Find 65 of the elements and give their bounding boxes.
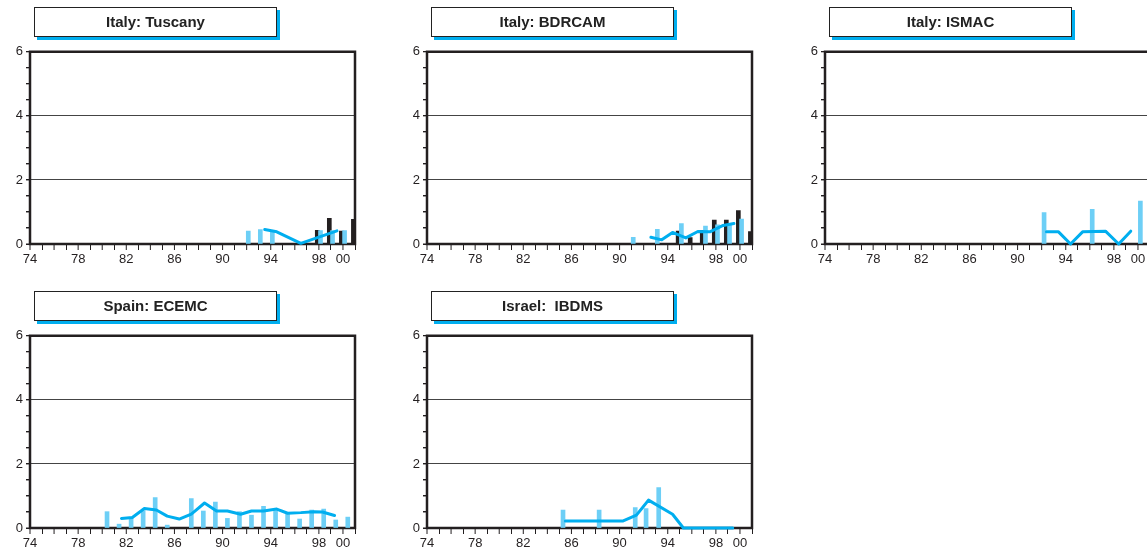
y-tick-label: 2 — [412, 171, 420, 187]
chart-title: Italy: BDRCAM — [431, 7, 674, 37]
x-tick-label: 94 — [660, 535, 675, 551]
chart-title: Italy: ISMAC — [829, 7, 1072, 37]
x-tick-label: 82 — [119, 535, 134, 551]
x-tick-label: 94 — [660, 251, 675, 267]
x-tick-label: 86 — [564, 251, 579, 267]
y-tick-label: 0 — [15, 519, 23, 535]
x-tick-label: 74 — [22, 251, 38, 267]
x-tick-label: 78 — [467, 535, 483, 551]
x-tick-label: 86 — [167, 535, 182, 551]
x-tick-label: 82 — [516, 251, 531, 267]
x-tick-label: 74 — [419, 251, 435, 267]
y-tick-label: 6 — [15, 327, 23, 343]
y-tick-label: 0 — [810, 235, 818, 251]
x-tick-label: 82 — [914, 251, 929, 267]
y-tick-label: 6 — [15, 43, 23, 59]
x-tick-label: 98 — [311, 251, 327, 267]
y-tick-label: 0 — [412, 235, 420, 251]
y-tick-label: 6 — [810, 43, 818, 59]
chart-title: Italy: Tuscany — [34, 7, 277, 37]
x-tick-label: 90 — [215, 535, 230, 551]
y-tick-label: 0 — [412, 519, 420, 535]
y-tick-label: 2 — [810, 171, 818, 187]
x-tick-label: 98 — [708, 251, 724, 267]
x-tick-label: 82 — [516, 535, 531, 551]
x-tick-label: 94 — [1058, 251, 1073, 267]
x-tick-label: 98 — [708, 535, 724, 551]
x-tick-label: 78 — [70, 251, 86, 267]
y-tick-label: 2 — [412, 455, 420, 471]
y-tick-label: 6 — [412, 43, 420, 59]
x-tick-label: 00 — [732, 535, 748, 551]
y-tick-label: 4 — [15, 391, 23, 407]
x-tick-label: 90 — [612, 251, 627, 267]
x-tick-label: 98 — [311, 535, 327, 551]
y-tick-label: 4 — [15, 107, 23, 123]
y-tick-label: 4 — [810, 107, 818, 123]
x-tick-label: 90 — [612, 535, 627, 551]
x-tick-label: 86 — [962, 251, 977, 267]
x-tick-label: 90 — [215, 251, 230, 267]
x-tick-label: 82 — [119, 251, 134, 267]
x-tick-label: 86 — [564, 535, 579, 551]
x-tick-label: 00 — [335, 535, 351, 551]
chart-title: Spain: ECEMC — [34, 291, 277, 321]
x-tick-label: 00 — [1130, 251, 1146, 267]
y-tick-label: 4 — [412, 391, 420, 407]
y-tick-label: 2 — [15, 455, 23, 471]
x-tick-label: 98 — [1106, 251, 1122, 267]
x-tick-label: 78 — [467, 251, 483, 267]
y-tick-label: 0 — [15, 235, 23, 251]
x-tick-label: 86 — [167, 251, 182, 267]
x-tick-label: 00 — [335, 251, 351, 267]
x-tick-label: 90 — [1010, 251, 1025, 267]
x-tick-label: 74 — [419, 535, 435, 551]
chart-title: Israel: IBDMS — [431, 291, 674, 321]
y-tick-label: 4 — [412, 107, 420, 123]
x-tick-label: 78 — [865, 251, 881, 267]
x-tick-label: 00 — [732, 251, 748, 267]
x-tick-label: 94 — [263, 251, 278, 267]
y-tick-label: 6 — [412, 327, 420, 343]
x-tick-label: 74 — [817, 251, 833, 267]
x-tick-label: 74 — [22, 535, 38, 551]
x-tick-label: 78 — [70, 535, 86, 551]
x-tick-label: 94 — [263, 535, 278, 551]
y-tick-label: 2 — [15, 171, 23, 187]
